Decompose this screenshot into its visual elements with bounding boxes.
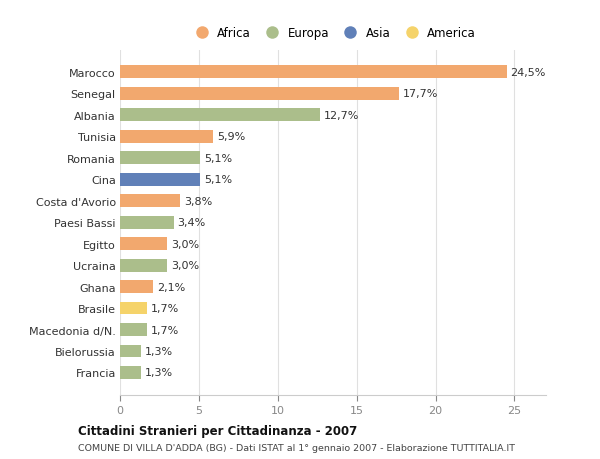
Text: 12,7%: 12,7% [325,111,359,120]
Text: 1,7%: 1,7% [151,325,179,335]
Text: 5,1%: 5,1% [205,175,233,185]
Bar [120,238,167,251]
Bar [120,345,140,358]
Text: COMUNE DI VILLA D'ADDA (BG) - Dati ISTAT al 1° gennaio 2007 - Elaborazione TUTTI: COMUNE DI VILLA D'ADDA (BG) - Dati ISTAT… [78,443,515,452]
Bar [120,130,213,143]
Bar [120,195,180,207]
Text: 5,9%: 5,9% [217,132,245,142]
Text: 1,3%: 1,3% [145,346,173,356]
Text: 1,7%: 1,7% [151,303,179,313]
Legend: Africa, Europa, Asia, America: Africa, Europa, Asia, America [185,22,481,45]
Bar [120,323,147,336]
Bar [120,366,140,379]
Bar [120,174,200,186]
Text: 3,0%: 3,0% [171,239,199,249]
Bar [120,88,399,101]
Text: 24,5%: 24,5% [511,67,546,78]
Text: Cittadini Stranieri per Cittadinanza - 2007: Cittadini Stranieri per Cittadinanza - 2… [78,425,357,437]
Text: 1,3%: 1,3% [145,368,173,378]
Bar [120,109,320,122]
Bar [120,280,153,293]
Bar [120,216,173,229]
Text: 3,4%: 3,4% [178,218,206,228]
Text: 3,0%: 3,0% [171,261,199,270]
Text: 2,1%: 2,1% [157,282,185,292]
Bar [120,66,506,79]
Text: 3,8%: 3,8% [184,196,212,206]
Bar [120,152,200,165]
Text: 5,1%: 5,1% [205,153,233,163]
Bar [120,259,167,272]
Bar [120,302,147,315]
Text: 17,7%: 17,7% [403,89,439,99]
